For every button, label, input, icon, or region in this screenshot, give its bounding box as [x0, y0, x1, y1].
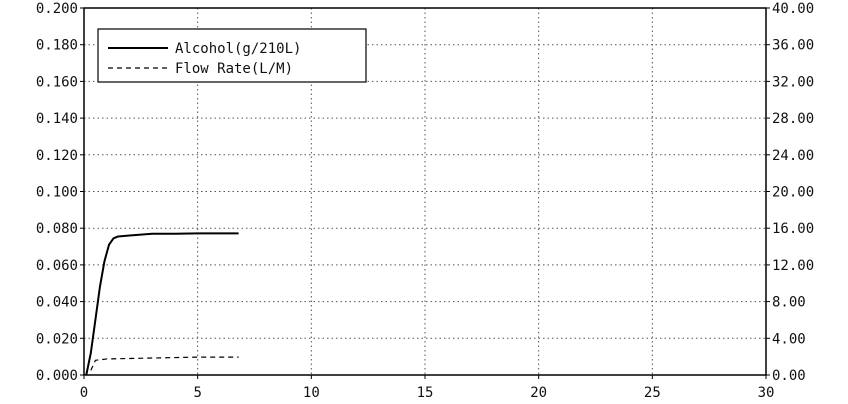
- y2-tick-label: 20.00: [772, 185, 814, 201]
- y2-tick-label: 36.00: [772, 38, 814, 54]
- y2-tick-label: 8.00: [772, 295, 806, 311]
- y2-tick-label: 28.00: [772, 111, 814, 127]
- y-tick-label: 0.100: [36, 185, 78, 201]
- legend-label-flow-rate: Flow Rate(L/M): [175, 61, 293, 77]
- x-tick-label: 25: [644, 385, 661, 401]
- series-layer: [85, 232, 239, 376]
- y-tick-label: 0.120: [36, 148, 78, 164]
- y2-tick-label: 32.00: [772, 74, 814, 90]
- x-tick-label: 20: [530, 385, 547, 401]
- y2-tick-label: 24.00: [772, 148, 814, 164]
- y-tick-labels: 0.000 0.020 0.040 0.060 0.080 0.100 0.120 0.140…: [36, 1, 78, 384]
- x-tick-label: 0: [80, 385, 88, 401]
- x-tick-label: 30: [758, 385, 775, 401]
- y2-tick-label: 16.00: [772, 221, 814, 237]
- x-tick-label: 15: [417, 385, 434, 401]
- y-tick-label: 0.140: [36, 111, 78, 127]
- x-tick-label: 5: [193, 385, 201, 401]
- y2-tick-label: 0.00: [772, 368, 806, 384]
- y2-tick-label: 12.00: [772, 258, 814, 274]
- y2-tick-label: 4.00: [772, 331, 806, 347]
- y-tick-label: 0.040: [36, 295, 78, 311]
- y-tick-label: 0.000: [36, 368, 78, 384]
- y-tick-label: 0.180: [36, 38, 78, 54]
- series-line-alcohol: [85, 232, 239, 376]
- x-tick-labels: 0 5 10 15 20 25 30: [80, 385, 775, 401]
- y-tick-label: 0.060: [36, 258, 78, 274]
- x-tick-label: 10: [303, 385, 320, 401]
- y-tick-label: 0.200: [36, 1, 78, 17]
- legend-label-alcohol: Alcohol(g/210L): [175, 41, 301, 57]
- series-line-flow-rate: [90, 356, 239, 371]
- legend-box: [97, 28, 367, 83]
- y2-tick-label: 40.00: [772, 1, 814, 17]
- y-tick-label: 0.080: [36, 221, 78, 237]
- y-tick-label: 0.160: [36, 74, 78, 90]
- legend: Alcohol(g/210L) Flow Rate(L/M): [97, 28, 367, 83]
- y-tick-label: 0.020: [36, 331, 78, 347]
- tick-marks: [80, 7, 770, 379]
- y2-tick-labels: 0.00 4.00 8.00 12.00 16.00 20.00 24.00 28.00 32.…: [772, 1, 814, 384]
